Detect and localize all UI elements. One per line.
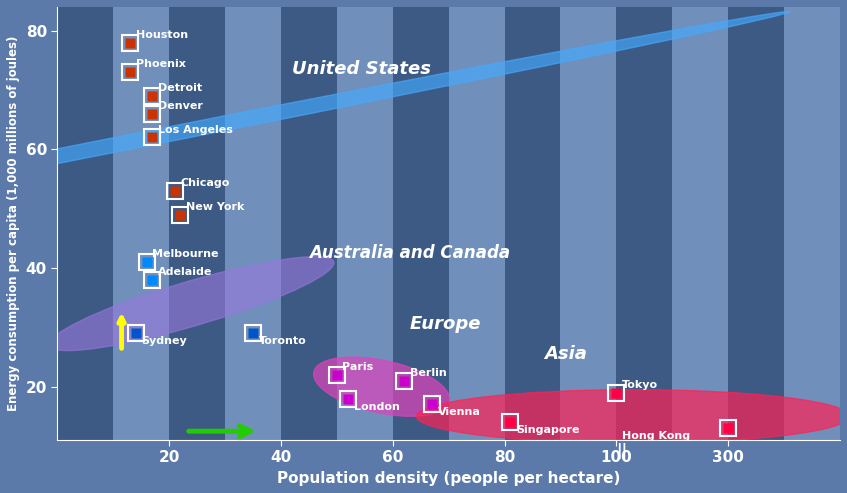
Bar: [784, 7, 840, 440]
Text: Tokyo: Tokyo: [622, 380, 658, 389]
X-axis label: Population density (people per hectare): Population density (people per hectare): [277, 471, 620, 486]
Bar: [281, 7, 337, 440]
Text: Los Angeles: Los Angeles: [158, 125, 233, 135]
Text: Toronto: Toronto: [258, 336, 307, 346]
Text: Europe: Europe: [410, 316, 481, 333]
Text: Australia and Canada: Australia and Canada: [309, 244, 510, 262]
Text: Denver: Denver: [158, 101, 202, 111]
Text: Singapore: Singapore: [516, 425, 579, 435]
Text: Houston: Houston: [136, 30, 188, 39]
Ellipse shape: [0, 11, 790, 264]
Text: Detroit: Detroit: [158, 83, 202, 93]
Text: Chicago: Chicago: [180, 178, 230, 188]
Bar: [337, 7, 393, 440]
Ellipse shape: [417, 389, 847, 443]
Bar: [728, 7, 784, 440]
Text: Berlin: Berlin: [410, 368, 446, 378]
Bar: [505, 7, 561, 440]
Bar: [169, 7, 225, 440]
Bar: [225, 7, 281, 440]
Bar: [617, 7, 673, 440]
Bar: [393, 7, 449, 440]
Bar: [673, 7, 728, 440]
Text: Paris: Paris: [342, 362, 374, 372]
Bar: [449, 7, 505, 440]
Bar: [58, 7, 113, 440]
Bar: [113, 7, 169, 440]
Ellipse shape: [313, 357, 450, 416]
Bar: [561, 7, 617, 440]
Text: London: London: [354, 401, 400, 412]
Text: Melbourne: Melbourne: [152, 249, 219, 259]
Text: New York: New York: [185, 202, 244, 211]
Ellipse shape: [49, 257, 334, 351]
Text: Sydney: Sydney: [141, 336, 187, 346]
Y-axis label: Energy consumption per capita (1,000 millions of joules): Energy consumption per capita (1,000 mil…: [7, 36, 20, 411]
Text: Vienna: Vienna: [438, 407, 480, 418]
Text: ||: ||: [617, 443, 628, 459]
Text: United States: United States: [292, 60, 431, 78]
Text: Asia: Asia: [544, 345, 587, 363]
Text: Phoenix: Phoenix: [136, 59, 185, 69]
Text: Hong Kong: Hong Kong: [622, 431, 690, 441]
Text: Adelaide: Adelaide: [158, 267, 213, 277]
